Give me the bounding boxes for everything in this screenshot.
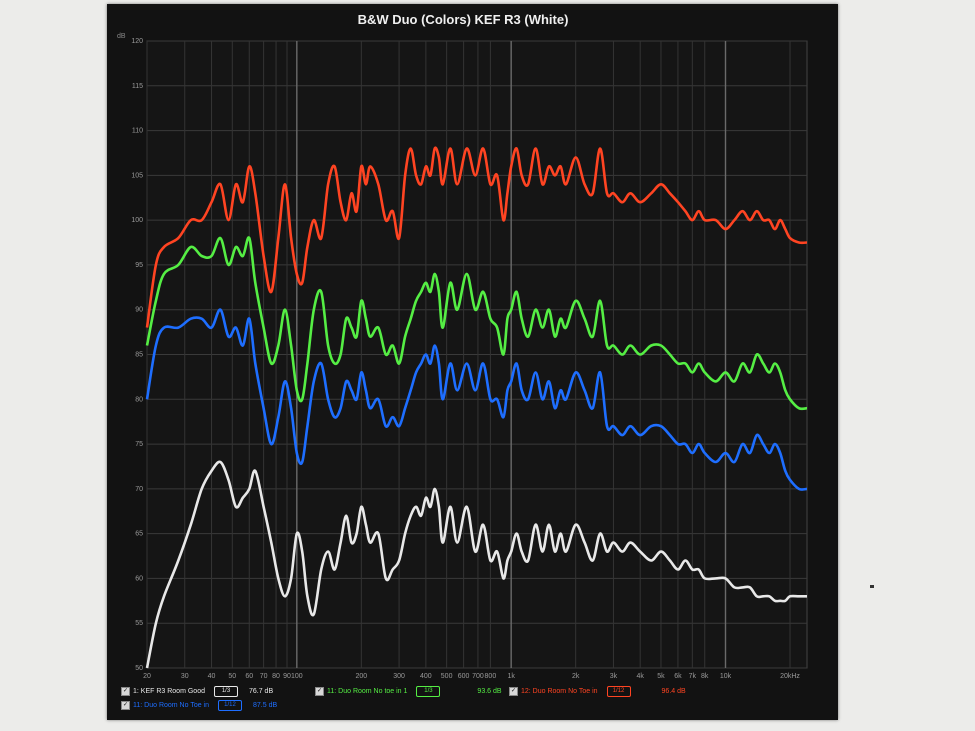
x-tick-label: 2k bbox=[572, 673, 580, 680]
x-tick-label: 100 bbox=[291, 673, 303, 680]
y-tick-label: 60 bbox=[135, 575, 143, 582]
legend-label: 1: KEF R3 Room Good bbox=[133, 688, 205, 695]
y-tick-label: 80 bbox=[135, 396, 143, 403]
x-tick-label: 4k bbox=[637, 673, 645, 680]
legend-item-kef-r3[interactable]: ✓ 1: KEF R3 Room Good 1/3 76.7 dB bbox=[121, 686, 273, 697]
legend-item-duo-no-toe-blue[interactable]: ✓ 11: Duo Room No Toe in 1/12 87.5 dB bbox=[121, 700, 277, 711]
series-line-1 bbox=[145, 236, 808, 411]
y-tick-label: 50 bbox=[135, 665, 143, 672]
level-value: 87.5 dB bbox=[253, 702, 278, 709]
x-tick-label: 6k bbox=[674, 673, 682, 680]
x-tick-label: 400 bbox=[420, 673, 432, 680]
x-tick-label: 20 bbox=[143, 673, 151, 680]
y-tick-label: 110 bbox=[132, 128, 143, 135]
x-tick-label: 80 bbox=[272, 673, 280, 680]
x-tick-label: 200 bbox=[355, 673, 367, 680]
series-line-3 bbox=[145, 460, 807, 669]
x-tick-label: 10k bbox=[720, 673, 732, 680]
monitor-screen: B&W Duo (Colors) KEF R3 (White) dB 50 55 6… bbox=[107, 4, 838, 720]
y-unit-label: dB bbox=[117, 33, 126, 40]
series-line-0 bbox=[145, 146, 808, 328]
x-tick-label: 50 bbox=[228, 673, 236, 680]
series-line-2 bbox=[145, 308, 808, 491]
x-tick-label: 20kHz bbox=[780, 673, 800, 680]
y-tick-label: 100 bbox=[131, 217, 143, 224]
legend: ✓ 1: KEF R3 Room Good 1/3 76.7 dB ✓ 11: … bbox=[107, 684, 838, 720]
y-tick-label: 120 bbox=[131, 38, 143, 45]
y-tick-label: 65 bbox=[135, 531, 143, 538]
level-value: 76.7 dB bbox=[248, 688, 274, 695]
y-tick-label: 90 bbox=[135, 307, 143, 314]
x-tick-label: 1k bbox=[507, 673, 515, 680]
frequency-response-chart: B&W Duo (Colors) KEF R3 (White) dB 50 55 6… bbox=[117, 12, 808, 680]
x-tick-label: 500 bbox=[441, 673, 453, 680]
legend-item-duo-no-toe-red[interactable]: ✓ 12: Duo Room No Toe in 1/12 96.4 dB bbox=[509, 686, 686, 697]
axis-labels: 50 55 60 65 70 75 80 85 90 95 100 105 110 115 120 20 30 4… bbox=[131, 38, 800, 680]
x-tick-label: 70 bbox=[260, 673, 268, 680]
y-tick-label: 95 bbox=[135, 262, 143, 269]
x-tick-label: 5k bbox=[657, 673, 665, 680]
smoothing-badge[interactable]: 1/12 bbox=[218, 700, 243, 711]
legend-item-duo-no-toe-1[interactable]: ✓ 11: Duo Room No toe in 1 1/3 93.6 dB bbox=[315, 686, 502, 697]
legend-label: 11: Duo Room No toe in 1 bbox=[327, 688, 408, 695]
x-tick-label: 30 bbox=[181, 673, 189, 680]
x-tick-label: 8k bbox=[701, 673, 709, 680]
smoothing-badge[interactable]: 1/3 bbox=[416, 686, 441, 697]
chart-title: B&W Duo (Colors) KEF R3 (White) bbox=[358, 12, 569, 27]
y-tick-label: 70 bbox=[135, 486, 143, 493]
x-tick-label: 90 bbox=[283, 673, 291, 680]
legend-label: 12: Duo Room No Toe in bbox=[521, 688, 598, 695]
x-tick-label: 600 bbox=[458, 673, 470, 680]
legend-label: 11: Duo Room No Toe in bbox=[133, 702, 210, 709]
series-layer bbox=[145, 146, 808, 669]
legend-checkbox[interactable]: ✓ bbox=[121, 687, 130, 696]
x-tick-label: 40 bbox=[208, 673, 216, 680]
legend-checkbox[interactable]: ✓ bbox=[315, 687, 324, 696]
x-tick-label: 800 bbox=[485, 673, 497, 680]
y-tick-label: 105 bbox=[131, 172, 143, 179]
desk-mark bbox=[870, 585, 874, 588]
level-value: 93.6 dB bbox=[477, 688, 502, 695]
y-tick-label: 75 bbox=[135, 441, 143, 448]
smoothing-badge[interactable]: 1/12 bbox=[606, 686, 631, 697]
x-tick-label: 7k bbox=[689, 673, 697, 680]
smoothing-badge[interactable]: 1/3 bbox=[213, 686, 238, 697]
level-value: 96.4 dB bbox=[661, 688, 686, 695]
legend-checkbox[interactable]: ✓ bbox=[509, 687, 518, 696]
y-tick-label: 55 bbox=[135, 620, 143, 627]
x-tick-label: 300 bbox=[393, 673, 405, 680]
legend-checkbox[interactable]: ✓ bbox=[121, 701, 130, 710]
x-tick-label: 3k bbox=[610, 673, 618, 680]
x-tick-label: 700 bbox=[472, 673, 484, 680]
y-tick-label: 85 bbox=[135, 352, 143, 359]
y-tick-label: 115 bbox=[132, 83, 143, 90]
x-tick-label: 60 bbox=[245, 673, 253, 680]
